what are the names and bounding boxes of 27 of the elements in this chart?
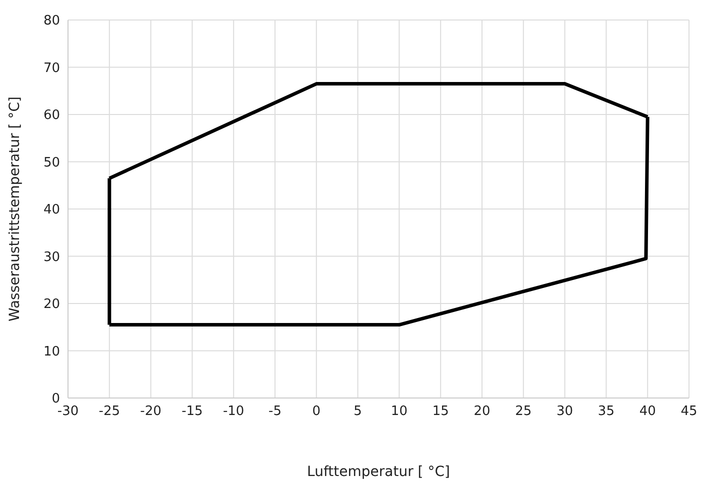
y-tick-label: 80 [43,14,60,29]
x-tick-label: 45 [680,404,698,420]
x-tick-label: -5 [268,404,282,420]
x-tick-label: 10 [390,404,408,420]
x-tick-label: 20 [474,404,490,420]
x-tick-label: 35 [598,404,614,420]
x-tick-label: 25 [515,404,532,420]
x-axis-title: Lufttemperatur [ °C] [307,464,450,480]
x-tick-label: 30 [556,404,574,420]
x-tick-label: 40 [639,404,656,420]
x-tick-label: 0 [312,404,321,420]
y-tick-label: 40 [43,202,60,218]
y-tick-label: 50 [43,155,60,170]
x-tick-label: -25 [98,404,120,420]
x-tick-label: -15 [182,404,203,420]
y-tick-label: 10 [43,344,60,360]
x-tick-label: -30 [57,404,79,420]
x-tick-label: -20 [140,404,162,420]
x-tick-label: -10 [222,404,244,420]
y-tick-label: 20 [43,297,60,312]
x-tick-label: 5 [354,404,362,420]
y-tick-label: 0 [52,392,60,407]
y-axis-title: Wasseraustrittstemperatur [ °C] [6,96,23,322]
y-tick-label: 60 [43,108,60,124]
x-tick-label: 15 [432,404,449,420]
y-tick-label: 30 [43,250,60,265]
y-tick-label: 70 [43,60,60,76]
